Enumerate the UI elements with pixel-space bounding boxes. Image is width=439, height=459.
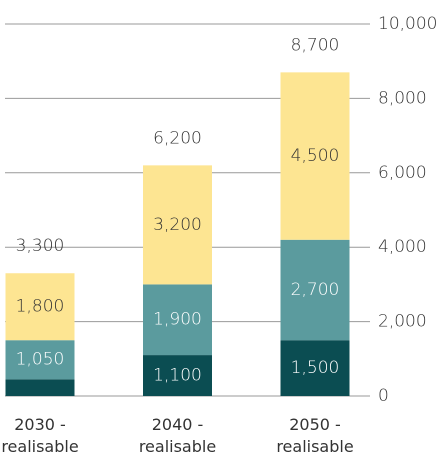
value-label: 1,500 bbox=[291, 358, 340, 378]
bar-segment bbox=[280, 72, 350, 240]
value-label: 2,700 bbox=[291, 280, 340, 300]
bar-segment bbox=[5, 379, 75, 396]
total-label: 6,200 bbox=[153, 128, 202, 148]
bar-segment bbox=[143, 165, 212, 285]
bar-segment bbox=[143, 284, 212, 356]
y-tick-label: 4,000 bbox=[378, 237, 427, 257]
y-tick-label: 0 bbox=[378, 386, 389, 406]
x-tick-label: 2040 - realisable bbox=[138, 415, 217, 456]
value-label: 1,800 bbox=[16, 297, 65, 317]
bar-segment bbox=[280, 340, 350, 396]
bar-segment bbox=[5, 340, 75, 380]
x-tick-label: 2050 - realisable bbox=[276, 415, 354, 456]
x-tick-label: 2030 - realisable bbox=[1, 415, 79, 456]
value-label: 3,200 bbox=[153, 215, 202, 235]
total-label: 3,300 bbox=[16, 236, 65, 256]
y-tick-label: 8,000 bbox=[378, 88, 427, 108]
y-tick-label: 6,000 bbox=[378, 163, 427, 183]
value-label: 1,100 bbox=[153, 366, 202, 386]
value-label: 1,900 bbox=[153, 310, 202, 330]
bar-segment bbox=[143, 355, 212, 396]
y-tick-label: 10,000 bbox=[378, 14, 437, 34]
value-label: 1,050 bbox=[16, 350, 65, 370]
value-label: 4,500 bbox=[291, 146, 340, 166]
y-tick-label: 2,000 bbox=[378, 312, 427, 332]
total-label: 8,700 bbox=[291, 35, 340, 55]
bar-segment bbox=[280, 239, 350, 341]
bar-segment bbox=[5, 273, 75, 341]
